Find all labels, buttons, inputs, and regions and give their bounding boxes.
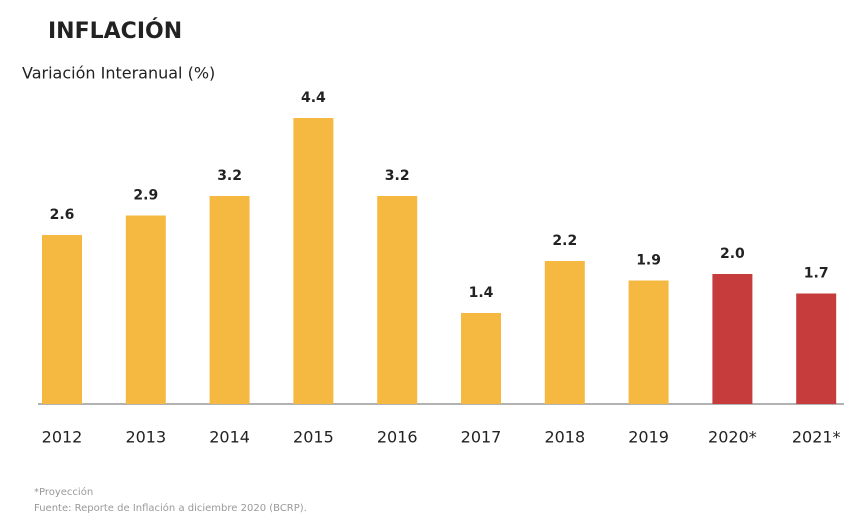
value-label: 1.9 — [636, 253, 661, 269]
chart-subtitle: Variación Interanual (%) — [22, 64, 215, 83]
value-label: 1.4 — [469, 285, 494, 301]
x-tick-label: 2016 — [377, 428, 418, 447]
value-label: 3.2 — [217, 168, 242, 184]
value-label: 4.4 — [301, 90, 326, 106]
bar — [125, 215, 166, 404]
bar — [293, 118, 334, 404]
bar — [42, 235, 82, 404]
value-label: 1.7 — [804, 266, 829, 282]
x-tick-label: 2015 — [293, 428, 334, 447]
value-label: 2.0 — [720, 246, 745, 262]
x-tick-label: 2012 — [42, 428, 83, 447]
bar — [712, 274, 753, 404]
value-label: 2.6 — [50, 207, 75, 223]
bar — [209, 196, 250, 404]
x-tick-label: 2021* — [792, 428, 841, 447]
value-label: 2.2 — [552, 233, 577, 249]
x-tick-label: 2018 — [544, 428, 585, 447]
chart-title: INFLACIÓN — [48, 18, 182, 44]
source-note: Fuente: Reporte de Inflación a diciembre… — [34, 502, 307, 514]
bar — [544, 261, 585, 404]
bar — [796, 293, 837, 404]
x-tick-label: 2020* — [708, 428, 757, 447]
footnote: *Proyección — [34, 486, 93, 498]
bar — [461, 313, 501, 404]
value-label: 3.2 — [385, 168, 410, 184]
x-tick-label: 2017 — [461, 428, 502, 447]
x-tick-label: 2013 — [125, 428, 166, 447]
bar — [377, 196, 418, 404]
x-tick-label: 2019 — [628, 428, 669, 447]
x-tick-label: 2014 — [209, 428, 250, 447]
bar — [628, 280, 669, 404]
value-label: 2.9 — [133, 188, 158, 204]
